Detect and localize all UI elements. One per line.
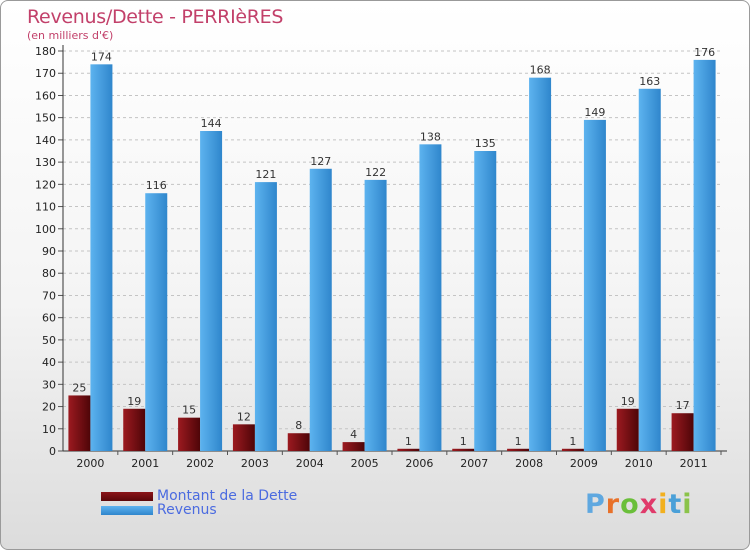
revenus-value-label: 163 — [639, 75, 660, 88]
y-tick-label: 10 — [42, 423, 56, 436]
chart-title: Revenus/Dette - PERRIèRES — [27, 6, 284, 28]
debt-bar — [178, 417, 201, 451]
logo-letter: x — [639, 489, 659, 520]
debt-value-label: 25 — [72, 381, 86, 394]
y-tick-label: 170 — [35, 67, 56, 80]
revenus-bar — [474, 151, 497, 451]
x-tick-label: 2001 — [131, 457, 159, 470]
x-tick-label: 2004 — [296, 457, 324, 470]
debt-value-label: 1 — [460, 435, 467, 448]
legend-swatch-debt — [101, 491, 153, 501]
legend-item-debt: Montant de la Dette — [101, 488, 297, 504]
legend-label-debt: Montant de la Dette — [157, 488, 298, 504]
revenus-bar — [309, 168, 332, 451]
y-tick-label: 130 — [35, 156, 56, 169]
debt-bar — [342, 442, 365, 451]
y-tick-label: 60 — [42, 312, 56, 325]
debt-value-label: 17 — [676, 399, 690, 412]
debt-value-label: 4 — [350, 428, 357, 441]
y-tick-label: 180 — [35, 45, 56, 58]
logo-letter: i — [682, 489, 693, 520]
y-tick-label: 0 — [49, 445, 56, 458]
y-tick-label: 70 — [42, 289, 56, 302]
debt-value-label: 8 — [295, 419, 302, 432]
revenus-value-label: 149 — [584, 106, 605, 119]
y-tick-label: 100 — [35, 223, 56, 236]
y-tick-label: 110 — [35, 201, 56, 214]
y-tick-label: 90 — [42, 245, 56, 258]
logo-letter: i — [658, 489, 669, 520]
logo-letter: o — [620, 489, 640, 520]
debt-bar — [397, 448, 420, 451]
revenus-bar — [145, 193, 168, 451]
logo-letter: P — [585, 489, 606, 520]
y-tick-label: 150 — [35, 112, 56, 125]
debt-bar — [287, 433, 310, 451]
revenus-value-label: 176 — [694, 46, 715, 59]
revenus-bar — [693, 59, 716, 452]
legend-swatch-revenus — [101, 505, 153, 515]
debt-value-label: 19 — [127, 395, 141, 408]
revenus-value-label: 135 — [475, 137, 496, 150]
revenus-value-label: 121 — [255, 168, 276, 181]
logo-letter: t — [668, 489, 683, 520]
revenus-bar — [419, 144, 442, 452]
debt-value-label: 1 — [405, 435, 412, 448]
y-tick-label: 140 — [35, 134, 56, 147]
revenus-value-label: 168 — [530, 64, 551, 77]
revenus-bar — [638, 88, 661, 452]
revenus-bar — [529, 77, 552, 452]
x-tick-label: 2006 — [405, 457, 433, 470]
x-tick-label: 2003 — [241, 457, 269, 470]
x-tick-label: 2000 — [76, 457, 104, 470]
x-tick-label: 2008 — [515, 457, 543, 470]
y-tick-label: 160 — [35, 89, 56, 102]
revenus-bar — [364, 179, 387, 451]
debt-bar — [452, 448, 475, 451]
y-tick-label: 40 — [42, 356, 56, 369]
revenus-bar — [583, 119, 606, 451]
y-tick-label: 50 — [42, 334, 56, 347]
revenus-value-label: 138 — [420, 130, 441, 143]
x-tick-label: 2009 — [570, 457, 598, 470]
revenus-value-label: 122 — [365, 166, 386, 179]
x-tick-label: 2007 — [460, 457, 488, 470]
revenus-value-label: 144 — [201, 117, 222, 130]
revenus-bar — [90, 64, 113, 452]
y-tick-label: 80 — [42, 267, 56, 280]
legend-item-revenus: Revenus — [101, 502, 217, 518]
debt-value-label: 1 — [569, 435, 576, 448]
y-tick-label: 120 — [35, 178, 56, 191]
revenus-bar — [200, 131, 223, 451]
debt-bar — [507, 448, 530, 451]
y-tick-label: 20 — [42, 401, 56, 414]
debt-value-label: 12 — [237, 410, 251, 423]
debt-value-label: 15 — [182, 404, 196, 417]
revenus-value-label: 127 — [310, 155, 331, 168]
debt-value-label: 19 — [621, 395, 635, 408]
x-tick-label: 2011 — [680, 457, 708, 470]
x-tick-label: 2005 — [351, 457, 379, 470]
debt-bar — [616, 408, 639, 451]
debt-bar — [68, 395, 91, 451]
x-tick-label: 2010 — [625, 457, 653, 470]
x-tick-label: 2002 — [186, 457, 214, 470]
proxiti-logo: Proxiti — [585, 489, 693, 520]
logo-letter: r — [605, 489, 621, 520]
debt-bar — [123, 408, 146, 451]
debt-bar — [671, 413, 694, 451]
y-tick-label: 30 — [42, 378, 56, 391]
chart-subtitle: (en milliers d'€) — [27, 29, 114, 42]
revenus-value-label: 174 — [91, 50, 112, 63]
debt-value-label: 1 — [515, 435, 522, 448]
revenus-bar — [254, 182, 277, 451]
legend-label-revenus: Revenus — [157, 502, 217, 518]
debt-bar — [232, 424, 255, 451]
debt-bar — [561, 448, 584, 451]
revenus-value-label: 116 — [146, 179, 167, 192]
